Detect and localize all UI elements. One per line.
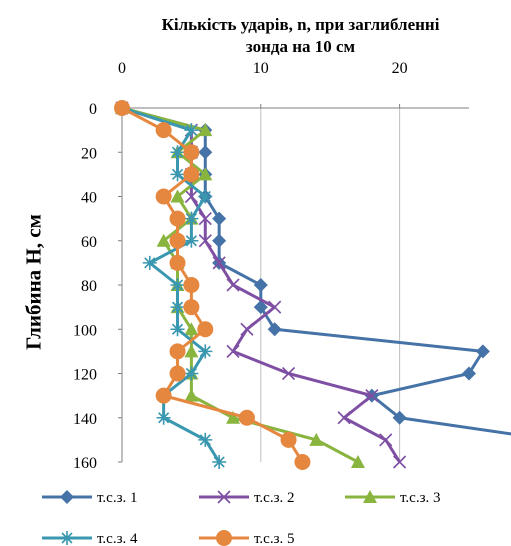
y-tick-label: 100 [73,322,97,339]
series-5-point [280,431,297,448]
series-1-point [253,300,268,315]
series-2-point [212,256,226,270]
series-5-point [169,232,186,249]
legend-label-4: т.с.з. 4 [97,531,138,546]
series-1-point [198,145,213,160]
series-4-point [170,145,185,160]
series-2-point [379,433,393,447]
series-5-point [114,100,130,116]
series-5-point [197,321,214,338]
series-5-line [121,106,304,463]
series-4-point [184,211,199,226]
legend-marker-1 [60,490,74,504]
series-2-point [337,411,351,425]
series-3-point [184,388,199,402]
series-2-point [268,300,282,314]
series-5-point [183,144,200,161]
series-4-point [198,344,213,359]
legend-marker-2 [217,490,231,504]
series-2-point [198,234,212,248]
series-3-point [350,455,365,468]
y-tick-label: 80 [81,278,97,295]
y-tick-label: 20 [81,145,97,162]
series-5-point [183,277,200,293]
y-tick-label: 160 [73,455,97,472]
legend-label-3: т.с.з. 3 [400,490,441,506]
series-1-point [462,366,476,381]
series-5-point [183,166,200,183]
series-3-point [226,410,241,424]
series-1-point [267,322,282,337]
series-2-point [281,366,296,381]
series-3-point [184,322,199,336]
series-3-point [184,344,199,358]
legend-marker-3 [363,490,377,503]
series-2-point [226,278,240,292]
chart-title-line-2: зонда на 10 см [245,37,356,56]
y-tick-label: 120 [73,367,97,384]
legend-label-2: т.с.з. 2 [254,490,295,506]
series-5-point [155,122,172,139]
series-1-point [475,344,490,359]
series-5-point [155,387,172,404]
series-4-point [170,322,185,337]
series-4-point [170,167,185,182]
series-5-point [169,254,186,271]
series-2-point [226,344,240,358]
series-5-point [169,343,186,360]
legend-marker-5 [216,530,232,546]
series-1-point [253,278,268,292]
series-3-point [156,233,171,247]
series-3-point [309,432,324,446]
series-4-point [212,455,227,469]
series-3-line [121,106,359,464]
legend-marker-4 [60,531,74,545]
series-2-point [184,189,198,204]
series-4-point [156,410,171,425]
series-4-point [184,123,199,138]
series-1-point [212,233,227,248]
legend-label-1: т.с.з. 1 [97,490,138,506]
series-3-point [198,167,213,181]
chart-title: Кількість ударів, n, при заглибленні зон… [90,14,511,58]
series-4-point [142,255,157,270]
legend-label-5: т.с.з. 5 [254,531,295,546]
series-5-point [155,188,172,205]
y-tick-label: 60 [81,234,97,251]
series-4-point [170,278,185,292]
series-1-line [121,106,511,436]
series-4-point [198,432,213,447]
x-tick-label: 20 [392,60,408,77]
series-4-point [170,300,185,315]
y-tick-label: 40 [81,190,97,207]
series-2-point [240,322,254,336]
series-4-point [198,189,213,204]
x-tick-label: 10 [253,60,269,77]
y-axis-label: Глибина Н, см [21,214,46,350]
series-4-point [184,233,199,248]
series-4-point [184,366,199,381]
series-1-point [392,410,407,425]
series-5-point [183,299,200,316]
y-tick-label: 140 [73,411,97,428]
series-2-point [198,212,212,226]
series-5-point [169,210,186,227]
series-1-point [212,211,227,226]
series-5-point [294,454,311,470]
series-5-point [238,409,255,426]
series-2-point [365,389,379,403]
series-3-point [198,123,213,137]
series-2-point [393,455,407,469]
x-tick-label: 0 [118,60,126,77]
y-tick-label: 0 [89,101,97,118]
series-5-point [169,365,186,382]
series-3-point [170,189,185,203]
chart-title-line-1: Кількість ударів, n, при заглибленні [161,15,440,34]
